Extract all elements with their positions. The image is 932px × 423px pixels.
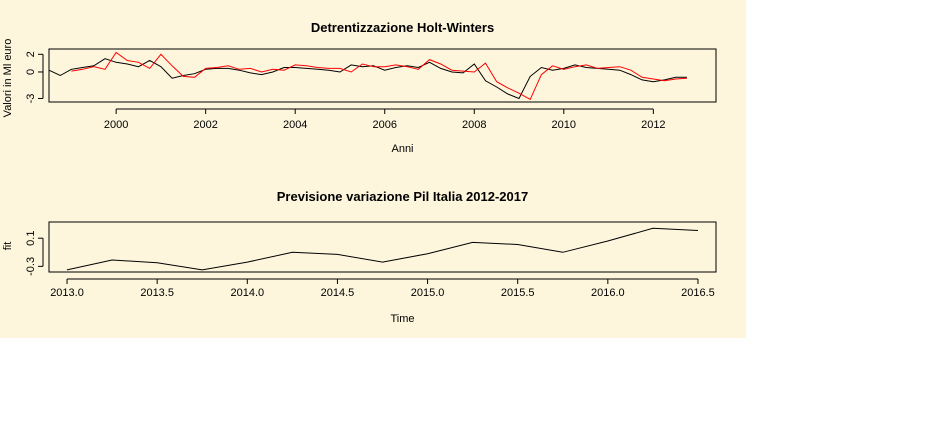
y-tick-label: -0.3 bbox=[25, 257, 37, 276]
series-line-0-1 bbox=[71, 51, 687, 101]
y-axis-label-0: Valori in Ml euro bbox=[2, 39, 14, 118]
x-tick-label: 2000 bbox=[104, 119, 128, 131]
chart-title-1: Previsione variazione Pil Italia 2012-20… bbox=[277, 189, 528, 204]
x-tick-label: 2014.0 bbox=[230, 287, 264, 299]
x-tick-label: 2004 bbox=[283, 119, 307, 131]
plot-frame-1 bbox=[48, 221, 717, 273]
x-tick-label: 2015.0 bbox=[411, 287, 445, 299]
x-tick-label: 2013.5 bbox=[140, 287, 174, 299]
plot-frame-0 bbox=[48, 48, 717, 103]
y-tick-label: 0 bbox=[25, 69, 37, 75]
plot-background: Detrentizzazione Holt-Winters 2000 2002 200… bbox=[0, 0, 746, 338]
x-tick-label: 2010 bbox=[552, 119, 576, 131]
series-line-1-0 bbox=[66, 227, 699, 271]
chart-title-0: Detrentizzazione Holt-Winters bbox=[311, 20, 494, 35]
y-tick-label: -3 bbox=[25, 94, 37, 104]
y-tick-label: 0.1 bbox=[25, 231, 37, 246]
y-axis-label-1: fit bbox=[2, 242, 14, 251]
x-tick-label: 2002 bbox=[193, 119, 217, 131]
x-tick-label: 2014.5 bbox=[321, 287, 355, 299]
x-tick-label: 2016.5 bbox=[681, 287, 715, 299]
x-tick-label: 2006 bbox=[372, 119, 396, 131]
x-tick-label: 2013.0 bbox=[50, 287, 84, 299]
x-axis-label-0: Anni bbox=[391, 143, 413, 155]
y-tick-label: 2 bbox=[25, 51, 37, 57]
x-tick-label: 2016.0 bbox=[591, 287, 625, 299]
series-line-0-0 bbox=[48, 58, 687, 100]
x-axis-label-1: Time bbox=[390, 313, 414, 325]
x-tick-label: 2015.5 bbox=[501, 287, 535, 299]
x-tick-label: 2008 bbox=[462, 119, 486, 131]
x-tick-label: 2012 bbox=[641, 119, 665, 131]
